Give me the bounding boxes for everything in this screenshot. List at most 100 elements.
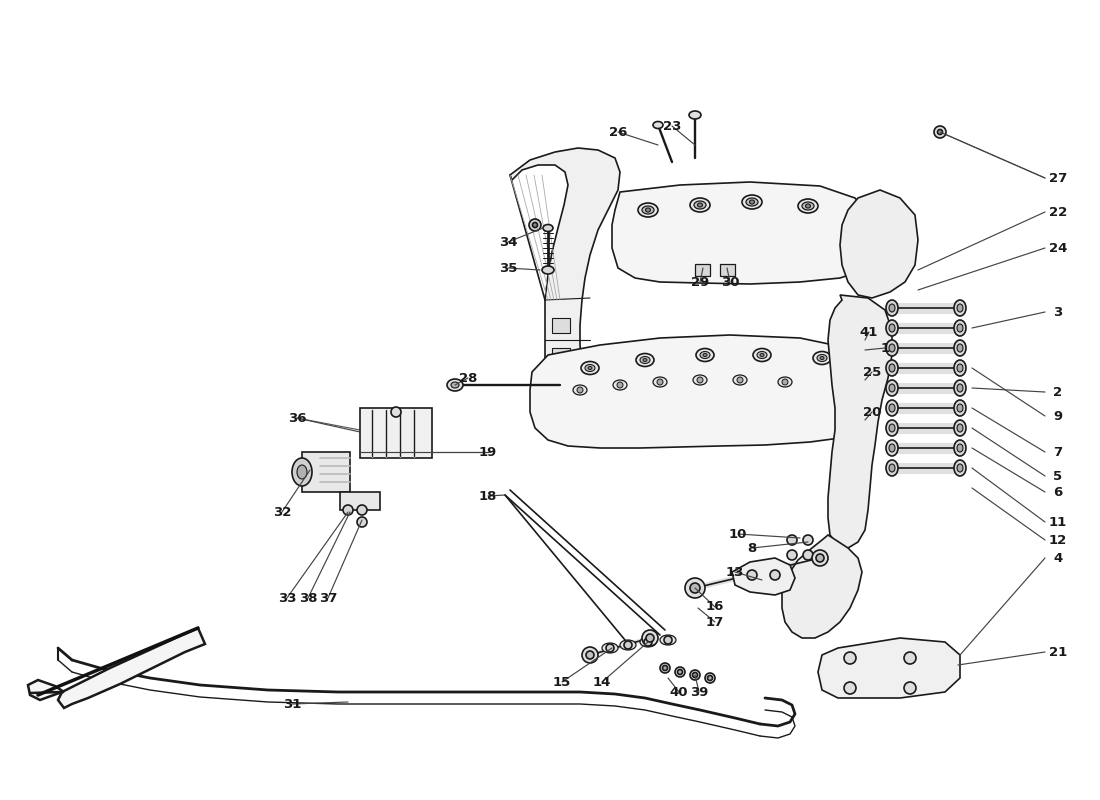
Ellipse shape	[889, 304, 895, 312]
Ellipse shape	[886, 460, 898, 476]
Text: 39: 39	[690, 686, 708, 698]
Text: 34: 34	[498, 235, 517, 249]
Ellipse shape	[889, 424, 895, 432]
Circle shape	[705, 673, 715, 683]
Circle shape	[697, 377, 703, 383]
Circle shape	[747, 570, 757, 580]
Circle shape	[358, 505, 367, 515]
Ellipse shape	[742, 195, 762, 209]
Circle shape	[707, 675, 713, 681]
Ellipse shape	[588, 366, 592, 370]
Text: 33: 33	[277, 591, 296, 605]
Text: 37: 37	[319, 591, 338, 605]
Circle shape	[690, 670, 700, 680]
Ellipse shape	[886, 380, 898, 396]
Circle shape	[624, 641, 632, 649]
Ellipse shape	[886, 300, 898, 316]
Ellipse shape	[957, 424, 962, 432]
Ellipse shape	[886, 360, 898, 376]
Circle shape	[657, 379, 663, 385]
Ellipse shape	[573, 385, 587, 395]
Circle shape	[617, 382, 623, 388]
Text: 13: 13	[726, 566, 745, 578]
Ellipse shape	[760, 354, 764, 357]
Ellipse shape	[696, 349, 714, 362]
Text: 10: 10	[729, 527, 747, 541]
Circle shape	[812, 550, 828, 566]
Ellipse shape	[954, 460, 966, 476]
Bar	[552, 348, 570, 363]
Ellipse shape	[642, 206, 654, 214]
Text: 26: 26	[608, 126, 627, 138]
Text: 7: 7	[1054, 446, 1063, 458]
Circle shape	[770, 570, 780, 580]
Text: 40: 40	[670, 686, 689, 698]
Circle shape	[532, 222, 538, 227]
Ellipse shape	[636, 354, 654, 366]
Text: 2: 2	[1054, 386, 1063, 398]
Ellipse shape	[602, 643, 618, 653]
Text: 6: 6	[1054, 486, 1063, 498]
Polygon shape	[828, 295, 892, 548]
Polygon shape	[510, 148, 620, 420]
Circle shape	[937, 130, 943, 134]
Ellipse shape	[690, 198, 710, 212]
Text: 41: 41	[860, 326, 878, 338]
Circle shape	[782, 379, 788, 385]
Ellipse shape	[886, 340, 898, 356]
Ellipse shape	[292, 458, 312, 486]
Circle shape	[690, 583, 700, 593]
Ellipse shape	[957, 404, 962, 412]
Circle shape	[816, 554, 824, 562]
Ellipse shape	[757, 351, 767, 358]
Circle shape	[582, 647, 598, 663]
Circle shape	[343, 505, 353, 515]
Ellipse shape	[957, 464, 962, 472]
Ellipse shape	[954, 300, 966, 316]
Text: 32: 32	[273, 506, 292, 518]
Ellipse shape	[886, 440, 898, 456]
Text: 8: 8	[747, 542, 757, 554]
Circle shape	[642, 630, 658, 646]
Polygon shape	[782, 535, 862, 638]
Ellipse shape	[954, 440, 966, 456]
Ellipse shape	[954, 360, 966, 376]
Polygon shape	[818, 638, 960, 698]
Text: 4: 4	[1054, 551, 1063, 565]
Circle shape	[390, 407, 402, 417]
Ellipse shape	[957, 304, 962, 312]
Text: 16: 16	[706, 601, 724, 614]
Ellipse shape	[778, 377, 792, 387]
Text: 12: 12	[1049, 534, 1067, 546]
Text: 11: 11	[1049, 515, 1067, 529]
Circle shape	[586, 651, 594, 659]
Ellipse shape	[954, 400, 966, 416]
Circle shape	[675, 667, 685, 677]
Text: 22: 22	[1049, 206, 1067, 218]
Text: 21: 21	[1049, 646, 1067, 658]
Text: 15: 15	[553, 675, 571, 689]
Ellipse shape	[957, 364, 962, 372]
Text: 28: 28	[459, 371, 477, 385]
Text: 27: 27	[1049, 171, 1067, 185]
Ellipse shape	[585, 365, 595, 371]
Ellipse shape	[640, 637, 656, 647]
Polygon shape	[530, 335, 870, 448]
Circle shape	[578, 387, 583, 393]
Circle shape	[844, 682, 856, 694]
Ellipse shape	[620, 640, 636, 650]
Ellipse shape	[954, 320, 966, 336]
Ellipse shape	[644, 358, 647, 362]
Ellipse shape	[889, 384, 895, 392]
Ellipse shape	[954, 380, 966, 396]
Ellipse shape	[886, 320, 898, 336]
Ellipse shape	[889, 464, 895, 472]
Circle shape	[529, 219, 541, 231]
Polygon shape	[58, 628, 205, 708]
Text: 19: 19	[478, 446, 497, 458]
Ellipse shape	[889, 344, 895, 352]
Text: 35: 35	[498, 262, 517, 274]
Circle shape	[904, 682, 916, 694]
Bar	[695, 264, 710, 276]
Text: 31: 31	[283, 698, 301, 710]
